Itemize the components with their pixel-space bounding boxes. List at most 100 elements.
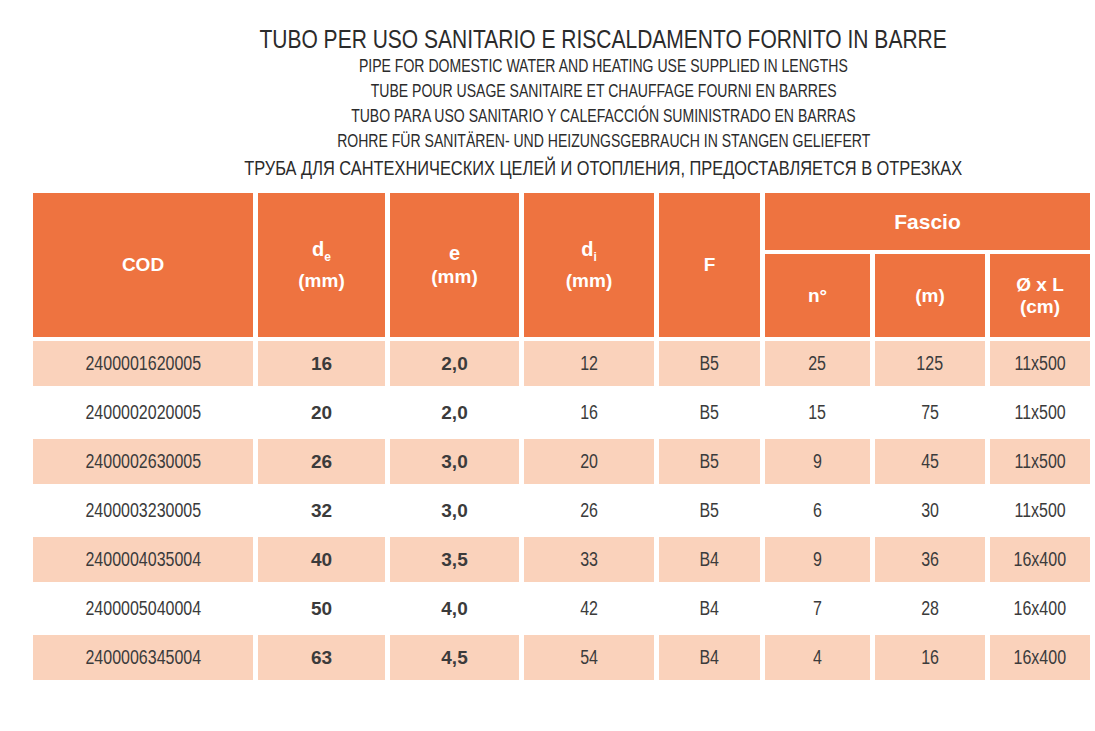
col-header-m: (m) bbox=[875, 254, 985, 337]
de-value: 32 bbox=[311, 500, 332, 521]
cell-dxl: 11x500 bbox=[990, 341, 1090, 386]
title-german-text: ROHRE FÜR SANITÄREN- UND HEIZUNGSGEBRAUC… bbox=[337, 129, 870, 154]
title-english: PIPE FOR DOMESTIC WATER AND HEATING USE … bbox=[112, 54, 1095, 79]
title-spanish-text: TUBO PARA USO SANITARIO Y CALEFACCIÓN SU… bbox=[351, 104, 856, 129]
cod-value: 2400002630005 bbox=[85, 450, 201, 473]
table-row: 2400001620005 16 2,0 12 B5 25 125 11x500 bbox=[33, 341, 1090, 386]
col-header-dxl: Ø x L (cm) bbox=[990, 254, 1090, 337]
col-header-di-unit: (mm) bbox=[524, 270, 654, 292]
table-body: 2400001620005 16 2,0 12 B5 25 125 11x500… bbox=[33, 341, 1090, 680]
table-header: COD de (mm) e (mm) di (mm) F F bbox=[33, 193, 1090, 337]
col-header-dxl-line2: (cm) bbox=[990, 296, 1090, 318]
cell-cod: 2400001620005 bbox=[33, 341, 253, 386]
m-value: 36 bbox=[921, 548, 939, 571]
e-value: 3,0 bbox=[441, 451, 467, 472]
table-row: 2400004035004 40 3,5 33 B4 9 36 16x400 bbox=[33, 537, 1090, 582]
col-header-f-label: F bbox=[704, 254, 716, 275]
col-header-dxl-line1: Ø x L bbox=[990, 274, 1090, 296]
cod-value: 2400004035004 bbox=[85, 548, 201, 571]
cell-de: 16 bbox=[258, 341, 385, 386]
de-value: 50 bbox=[311, 598, 332, 619]
col-header-e: e (mm) bbox=[390, 193, 519, 337]
col-header-di-symbol: di bbox=[524, 239, 654, 267]
cell-f: B4 bbox=[659, 586, 760, 631]
cell-e: 2,0 bbox=[390, 390, 519, 435]
cell-f: B5 bbox=[659, 341, 760, 386]
dxl-value: 16x400 bbox=[1014, 597, 1067, 620]
table-row: 2400005040004 50 4,0 42 B4 7 28 16x400 bbox=[33, 586, 1090, 631]
cell-cod: 2400003230005 bbox=[33, 488, 253, 533]
f-value: B4 bbox=[700, 597, 720, 620]
di-value: 16 bbox=[580, 401, 598, 424]
m-value: 28 bbox=[921, 597, 939, 620]
cell-n: 4 bbox=[765, 635, 870, 680]
table-row: 2400006345004 63 4,5 54 B4 4 16 16x400 bbox=[33, 635, 1090, 680]
n-value: 7 bbox=[813, 597, 822, 620]
cell-n: 25 bbox=[765, 341, 870, 386]
cell-dxl: 11x500 bbox=[990, 390, 1090, 435]
cod-value: 2400005040004 bbox=[85, 597, 201, 620]
di-symbol-main: d bbox=[581, 238, 593, 260]
de-symbol-sub: e bbox=[324, 250, 331, 264]
cell-n: 6 bbox=[765, 488, 870, 533]
col-header-di: di (mm) bbox=[524, 193, 654, 337]
cell-dxl: 16x400 bbox=[990, 586, 1090, 631]
n-value: 6 bbox=[813, 499, 822, 522]
de-value: 16 bbox=[311, 353, 332, 374]
de-value: 63 bbox=[311, 647, 332, 668]
col-header-de-symbol: de bbox=[258, 239, 385, 267]
cell-e: 3,5 bbox=[390, 537, 519, 582]
cell-dxl: 16x400 bbox=[990, 635, 1090, 680]
cell-dxl: 11x500 bbox=[990, 439, 1090, 484]
e-value: 4,0 bbox=[441, 598, 467, 619]
col-header-de: de (mm) bbox=[258, 193, 385, 337]
cell-di: 16 bbox=[524, 390, 654, 435]
m-value: 16 bbox=[921, 646, 939, 669]
cell-di: 42 bbox=[524, 586, 654, 631]
di-value: 26 bbox=[580, 499, 598, 522]
cell-e: 3,0 bbox=[390, 439, 519, 484]
di-value: 20 bbox=[580, 450, 598, 473]
header-row-main: COD de (mm) e (mm) di (mm) F F bbox=[33, 193, 1090, 250]
col-header-de-unit: (mm) bbox=[258, 270, 385, 292]
col-header-cod: COD bbox=[33, 193, 253, 337]
de-symbol-main: d bbox=[312, 238, 324, 260]
m-value: 30 bbox=[921, 499, 939, 522]
pipe-spec-table: COD de (mm) e (mm) di (mm) F F bbox=[28, 189, 1095, 684]
cell-e: 4,5 bbox=[390, 635, 519, 680]
catalog-page: TUBO PER USO SANITARIO E RISCALDAMENTO F… bbox=[0, 0, 1095, 731]
title-russian: ТРУБА ДЛЯ САНТЕХНИЧЕСКИХ ЦЕЛЕЙ И ОТОПЛЕН… bbox=[112, 154, 1095, 182]
di-value: 33 bbox=[580, 548, 598, 571]
cell-cod: 2400006345004 bbox=[33, 635, 253, 680]
cod-value: 2400002020005 bbox=[85, 401, 201, 424]
e-value: 3,0 bbox=[441, 500, 467, 521]
cod-value: 2400003230005 bbox=[85, 499, 201, 522]
f-value: B4 bbox=[700, 548, 720, 571]
cell-de: 32 bbox=[258, 488, 385, 533]
title-english-text: PIPE FOR DOMESTIC WATER AND HEATING USE … bbox=[359, 54, 848, 79]
title-italian: TUBO PER USO SANITARIO E RISCALDAMENTO F… bbox=[112, 24, 1095, 54]
cod-value: 2400001620005 bbox=[85, 352, 201, 375]
table-row: 2400003230005 32 3,0 26 B5 6 30 11x500 bbox=[33, 488, 1090, 533]
cell-e: 2,0 bbox=[390, 341, 519, 386]
title-spanish: TUBO PARA USO SANITARIO Y CALEFACCIÓN SU… bbox=[112, 104, 1095, 129]
n-value: 25 bbox=[809, 352, 827, 375]
cell-f: B5 bbox=[659, 439, 760, 484]
cell-e: 3,0 bbox=[390, 488, 519, 533]
title-russian-text: ТРУБА ДЛЯ САНТЕХНИЧЕСКИХ ЦЕЛЕЙ И ОТОПЛЕН… bbox=[245, 154, 963, 182]
cell-di: 33 bbox=[524, 537, 654, 582]
de-value: 26 bbox=[311, 451, 332, 472]
cell-f: B5 bbox=[659, 488, 760, 533]
cell-m: 45 bbox=[875, 439, 985, 484]
e-value: 2,0 bbox=[441, 353, 467, 374]
title-german: ROHRE FÜR SANITÄREN- UND HEIZUNGSGEBRAUC… bbox=[112, 129, 1095, 154]
title-italian-text: TUBO PER USO SANITARIO E RISCALDAMENTO F… bbox=[260, 24, 947, 54]
n-value: 15 bbox=[809, 401, 827, 424]
di-value: 12 bbox=[580, 352, 598, 375]
de-value: 40 bbox=[311, 549, 332, 570]
col-header-fascio: Fascio bbox=[765, 193, 1090, 250]
f-value: B5 bbox=[700, 401, 720, 424]
di-symbol-sub: i bbox=[593, 250, 596, 264]
cell-f: B4 bbox=[659, 537, 760, 582]
n-value: 9 bbox=[813, 548, 822, 571]
